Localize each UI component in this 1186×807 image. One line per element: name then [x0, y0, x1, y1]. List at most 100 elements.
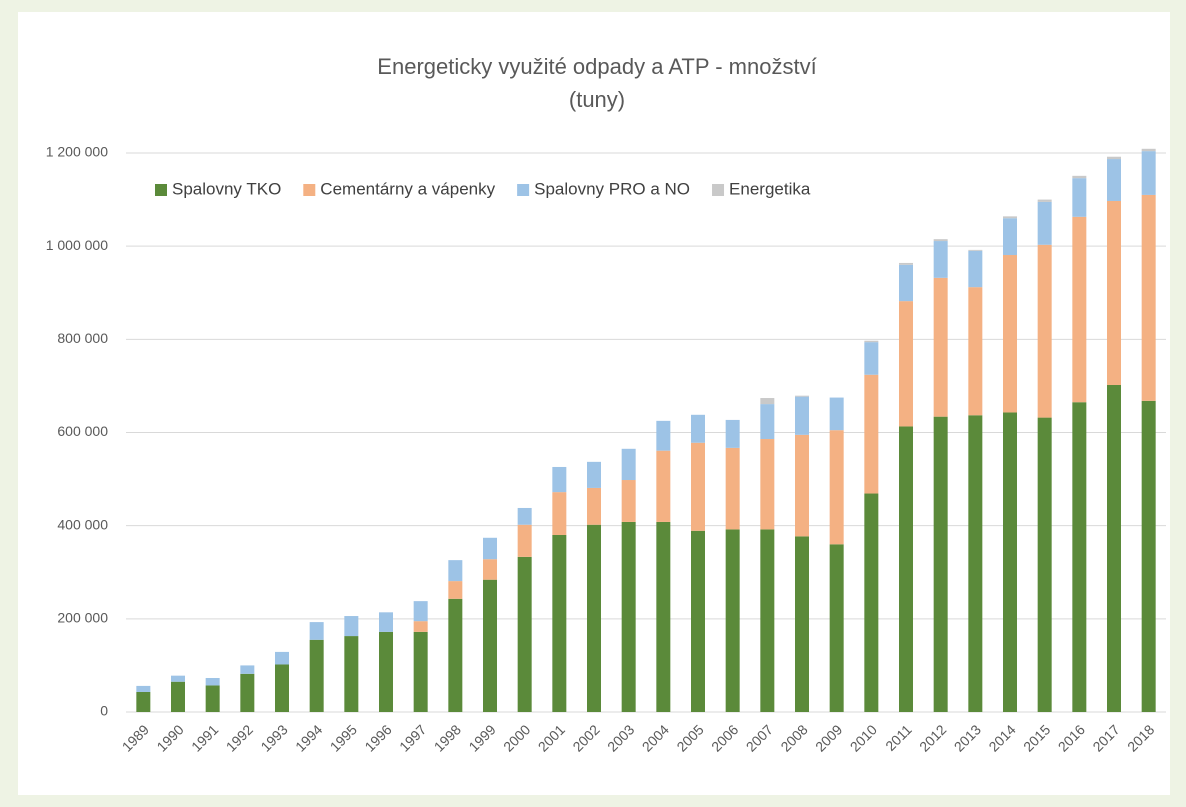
bar-segment	[725, 447, 740, 530]
x-tick-label: 2017	[1089, 721, 1122, 754]
bar-segment	[760, 529, 775, 712]
y-tick-label: 0	[100, 703, 108, 719]
bar-segment	[413, 621, 428, 632]
bar-segment	[1037, 201, 1052, 245]
bar-segment	[483, 537, 497, 560]
bar-segment	[205, 677, 220, 686]
bar-segment	[413, 601, 428, 622]
y-tick-label: 800 000	[57, 330, 108, 346]
x-tick-label: 2001	[535, 721, 568, 754]
x-tick-label: 1991	[188, 721, 221, 754]
bar-segment	[448, 560, 463, 582]
bar-segment	[379, 612, 393, 632]
bar-segment	[656, 420, 671, 451]
bar-segment	[656, 521, 671, 712]
bar-segment	[691, 530, 705, 712]
bar-segment	[829, 544, 844, 712]
bar-segment	[621, 448, 636, 481]
x-tick-label: 1998	[431, 721, 464, 754]
x-tick-label: 1993	[257, 721, 290, 754]
y-tick-label: 1 200 000	[46, 144, 108, 160]
x-tick-label: 2016	[1055, 721, 1088, 754]
bar-segment	[136, 685, 151, 692]
bar-segment	[1037, 244, 1052, 418]
bar-segment	[1072, 178, 1087, 217]
bar-segment	[552, 492, 567, 535]
bar-segment	[275, 664, 289, 712]
bar-segment	[864, 493, 879, 712]
x-tick-label: 2010	[847, 721, 880, 754]
bar-segment	[275, 651, 289, 665]
bar-segment	[552, 534, 567, 712]
bar-segment	[517, 507, 532, 525]
bar-segment	[344, 636, 359, 712]
bar-segment	[968, 415, 983, 712]
legend-swatch	[303, 184, 316, 196]
x-tick-label: 2018	[1124, 721, 1157, 754]
bar-segment	[1037, 417, 1052, 712]
bar-segment	[795, 396, 809, 435]
bar-segment	[171, 681, 185, 712]
bar-segment	[1072, 175, 1087, 179]
bar-segment	[344, 616, 359, 637]
bar-segment	[309, 622, 324, 640]
bar-segment	[1072, 402, 1087, 712]
bar-segment	[968, 249, 983, 251]
legend-label: Cementárny a vápenky	[320, 179, 495, 198]
bar-segment	[1037, 199, 1052, 202]
bar-segment	[136, 691, 151, 712]
x-tick-label: 2013	[951, 721, 984, 754]
bar-segment	[621, 521, 636, 712]
x-tick-label: 1989	[119, 721, 152, 754]
y-tick-label: 600 000	[57, 423, 108, 439]
bar-segment	[1141, 151, 1156, 195]
bar-segment	[587, 461, 601, 488]
x-tick-label: 1997	[396, 721, 429, 754]
bar-segment	[517, 556, 532, 712]
bar-segment	[829, 397, 844, 431]
bar-segment	[1003, 218, 1017, 256]
bar-segment	[517, 524, 532, 557]
bar-segment	[379, 631, 393, 712]
bar-segment	[1141, 148, 1156, 152]
bar-segment	[725, 529, 740, 712]
x-tick-label: 2000	[500, 721, 533, 754]
bar-segment	[448, 581, 463, 599]
x-tick-label: 2012	[916, 721, 949, 754]
bar-segment	[691, 442, 705, 531]
bar-segment	[587, 524, 601, 712]
x-tick-label: 2004	[639, 721, 672, 754]
bar-segment	[1003, 216, 1017, 219]
x-tick-label: 2006	[708, 721, 741, 754]
x-tick-label: 1994	[292, 721, 325, 754]
bar-segment	[1003, 255, 1017, 413]
bar-segment	[933, 277, 948, 417]
bar-segment	[899, 264, 913, 302]
x-tick-label: 2008	[777, 721, 810, 754]
bar-segment	[933, 416, 948, 712]
x-tick-label: 2005	[673, 721, 706, 754]
bar-segment	[587, 487, 601, 525]
bar-segment	[968, 250, 983, 288]
bar-segment	[656, 450, 671, 522]
bar-segment	[899, 262, 913, 265]
x-tick-label: 1996	[361, 721, 394, 754]
x-tick-label: 1990	[153, 721, 186, 754]
x-tick-label: 2011	[882, 721, 915, 754]
bar-segment	[795, 434, 809, 537]
bar-segment	[899, 301, 913, 427]
x-tick-label: 2003	[604, 721, 637, 754]
chart-title: Energeticky využité odpady a ATP - množs…	[377, 54, 816, 79]
bar-segment	[240, 673, 255, 712]
bar-segment	[1107, 159, 1121, 201]
bar-segment	[483, 559, 497, 580]
y-tick-label: 200 000	[57, 610, 108, 626]
bar-segment	[760, 398, 775, 405]
bar-segment	[1141, 400, 1156, 712]
bar-segment	[1107, 200, 1121, 385]
bar-segment	[413, 631, 428, 712]
x-tick-label: 2014	[985, 721, 1018, 754]
bar-segment	[760, 439, 775, 530]
bar-segment	[725, 419, 740, 448]
